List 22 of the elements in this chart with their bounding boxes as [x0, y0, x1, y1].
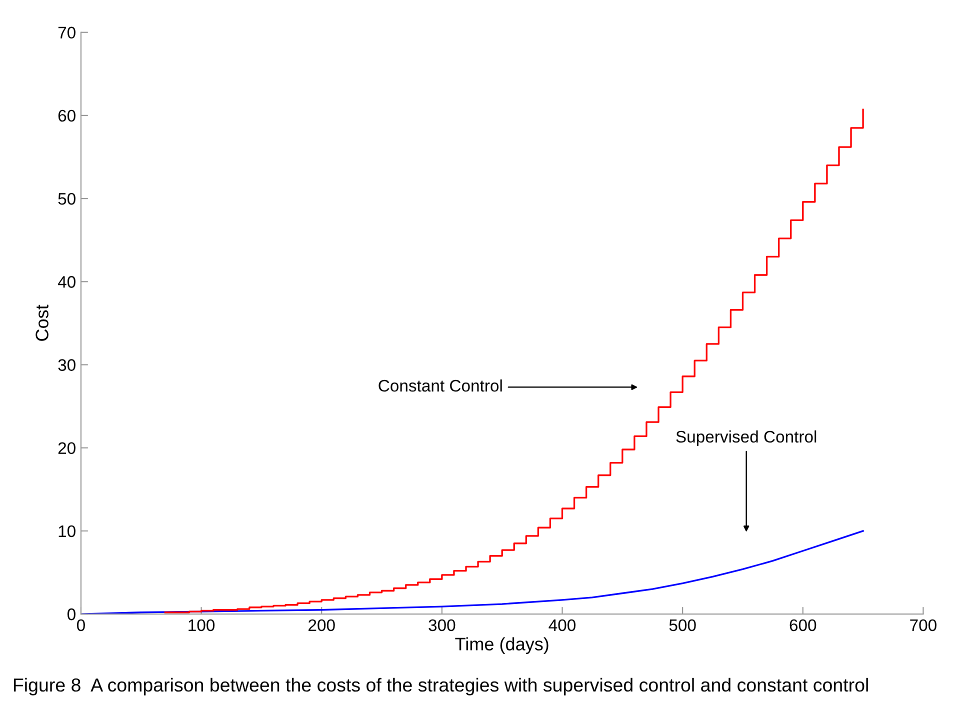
y-tick-label: 10	[58, 525, 76, 538]
y-tick-label: 0	[67, 608, 76, 620]
y-tick-label: 20	[58, 442, 76, 454]
y-axis-title: Cost	[36, 304, 48, 341]
y-tick-label: 60	[58, 110, 76, 122]
x-tick-label: 0	[76, 619, 85, 632]
x-tick-label: 200	[308, 619, 335, 632]
annotation: Supervised Control	[676, 430, 816, 446]
line-series	[80, 530, 864, 614]
y-tick-label: 40	[58, 276, 76, 288]
x-tick-label: 600	[790, 619, 816, 632]
x-axis-title: Time (days)	[455, 637, 548, 654]
x-tick-label: 300	[428, 619, 456, 632]
y-tick-label: 30	[58, 359, 76, 371]
x-tick-label: 100	[188, 619, 215, 632]
x-tick-label: 700	[910, 619, 936, 632]
y-tick-label: 50	[58, 192, 76, 205]
annotation: Constant Control	[378, 379, 502, 392]
caption: Figure 8 A comparison between the costs of the strategies with supervised control and constant control	[14, 678, 868, 696]
x-tick-label: 400	[548, 619, 576, 632]
y-tick-label: 70	[58, 26, 76, 39]
x-tick-label: 500	[669, 619, 696, 632]
